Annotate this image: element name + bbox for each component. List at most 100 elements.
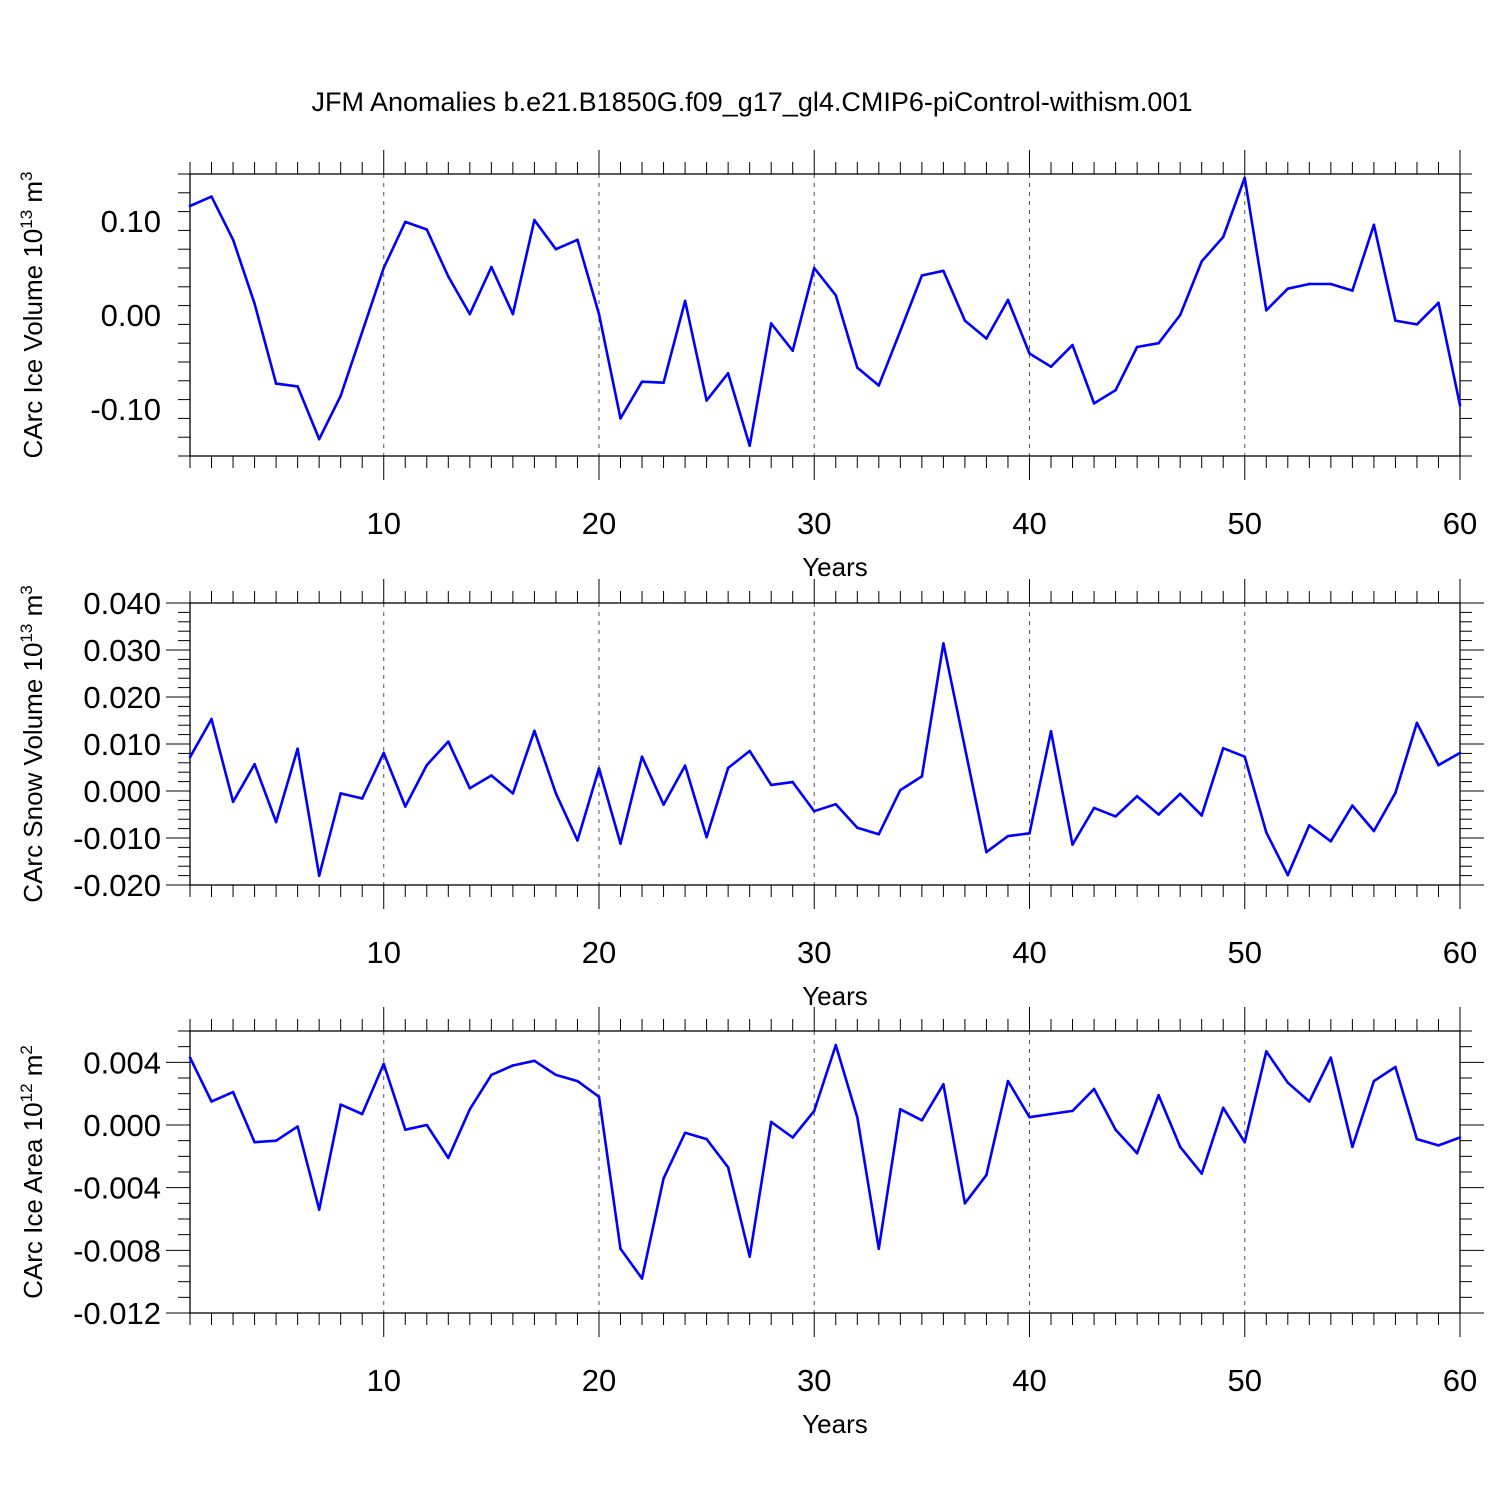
data-point	[296, 747, 299, 750]
data-point	[1243, 755, 1247, 758]
chart-panel-3: 0.004 0.000 -0.004 -0.008 -0.012 10 20 30 40 50 60…	[17, 1007, 1484, 1439]
data-point	[490, 774, 493, 777]
x-tick-label: 60	[1443, 1363, 1477, 1398]
data-point	[985, 337, 988, 340]
data-point	[726, 371, 730, 375]
data-point	[640, 1277, 644, 1280]
data-point	[1372, 223, 1376, 227]
data-point	[360, 1112, 364, 1116]
x-tick-label: 40	[1012, 506, 1046, 541]
data-point	[188, 204, 192, 208]
data-point	[382, 266, 386, 270]
data-point	[1092, 806, 1096, 810]
data-point	[855, 366, 859, 369]
data-point	[705, 835, 708, 839]
data-point	[1351, 289, 1354, 292]
data-point	[1264, 1050, 1268, 1053]
x-tick-label: 50	[1228, 1363, 1262, 1398]
data-point	[705, 399, 708, 402]
data-point	[274, 820, 278, 824]
data-point	[1243, 1140, 1247, 1144]
data-point	[1178, 313, 1182, 317]
data-point	[533, 729, 536, 733]
y-tick-label: 0.010	[83, 727, 161, 762]
data-point	[296, 1125, 299, 1128]
data-point	[382, 1062, 386, 1066]
series-line	[188, 642, 1461, 877]
data-point	[963, 1202, 967, 1205]
data-point	[769, 783, 773, 787]
data-point	[511, 1064, 515, 1067]
data-point	[1329, 282, 1333, 286]
data-point	[360, 797, 364, 800]
data-point	[1221, 746, 1225, 750]
x-tick-label: 10	[366, 935, 400, 970]
y-tick-label: 0.000	[83, 1108, 161, 1143]
data-point	[296, 385, 299, 388]
x-tick-label: 10	[366, 506, 400, 541]
data-point	[1135, 794, 1139, 798]
y-tick-label: 0.030	[83, 633, 161, 668]
data-point	[403, 1128, 407, 1131]
data-point	[425, 1123, 429, 1127]
data-point	[1114, 815, 1117, 818]
data-point	[1071, 343, 1074, 347]
data-point	[274, 382, 278, 385]
series-line	[189, 176, 1462, 448]
data-point	[1157, 1093, 1160, 1097]
data-point	[1351, 1145, 1354, 1149]
data-point	[511, 792, 515, 795]
data-point	[619, 842, 622, 845]
data-point	[748, 444, 751, 447]
data-point	[210, 195, 213, 198]
data-point	[1200, 1172, 1203, 1175]
data-point	[1049, 365, 1053, 369]
data-point	[576, 839, 579, 842]
data-point	[726, 1166, 730, 1169]
data-point	[985, 1173, 988, 1177]
data-point	[640, 755, 644, 758]
data-point	[791, 349, 795, 353]
data-point	[425, 228, 429, 231]
data-point	[1006, 834, 1010, 838]
data-point	[188, 1056, 192, 1059]
data-point	[231, 238, 235, 242]
data-point	[490, 1073, 493, 1077]
x-tick-label: 20	[582, 506, 616, 541]
data-point	[619, 1247, 622, 1251]
data-point	[812, 1109, 816, 1113]
series-line	[188, 1043, 1461, 1280]
data-point	[210, 1100, 213, 1103]
data-point	[253, 302, 256, 306]
data-point	[662, 1176, 665, 1180]
data-point	[210, 717, 213, 721]
data-point	[855, 826, 859, 829]
data-point	[339, 394, 342, 398]
data-point	[468, 1108, 472, 1111]
x-axis-title: Years	[802, 981, 868, 1011]
data-point	[1071, 1109, 1074, 1113]
data-point	[403, 805, 407, 808]
data-point	[231, 800, 235, 804]
data-point	[360, 330, 364, 334]
data-point	[597, 767, 601, 770]
y-axis-title: CArc Snow Volume 1013 m3	[17, 585, 48, 902]
x-tick-label: 50	[1228, 935, 1262, 970]
data-point	[791, 780, 795, 784]
data-point	[1308, 282, 1311, 286]
data-point	[1200, 260, 1203, 263]
data-point	[1394, 1065, 1397, 1069]
y-tick-label: 0.10	[101, 204, 161, 239]
data-point	[1415, 1137, 1419, 1141]
data-point	[877, 1247, 881, 1251]
data-point	[1372, 829, 1376, 833]
data-point	[339, 792, 342, 795]
data-point	[1437, 301, 1440, 305]
data-point	[1028, 352, 1031, 355]
data-point	[468, 786, 472, 790]
data-point	[1394, 791, 1397, 795]
data-point	[920, 775, 924, 778]
data-point	[942, 642, 945, 645]
data-point	[447, 275, 450, 278]
data-point	[1329, 839, 1333, 843]
